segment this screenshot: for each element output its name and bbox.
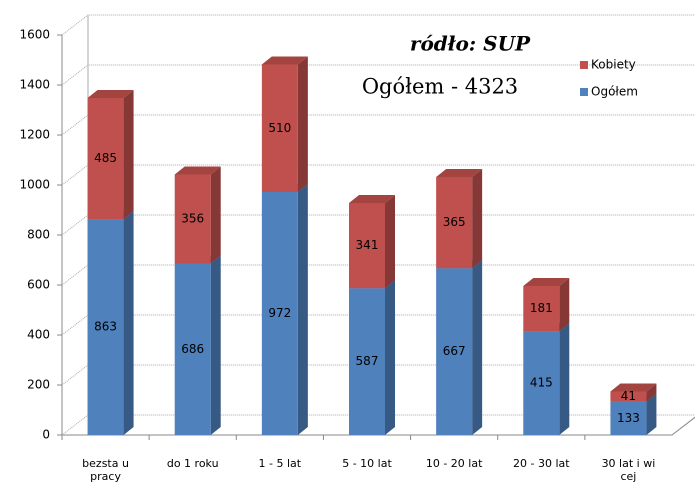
bar — [87, 98, 124, 220]
y-tick-label: 0 — [42, 428, 50, 442]
legend-swatch — [580, 61, 588, 69]
bar-side — [472, 260, 483, 435]
grid-line — [61, 64, 695, 86]
x-tick-label: 5 - 10 lat — [342, 457, 392, 470]
bar — [436, 268, 473, 435]
bar-side — [646, 383, 657, 402]
y-tick-label: 200 — [27, 378, 50, 392]
source-note: ródło: SUP — [410, 32, 531, 56]
value-label: 365 — [443, 215, 466, 229]
value-label: 341 — [356, 238, 379, 252]
y-tick-label: 1400 — [19, 78, 50, 92]
value-label: 972 — [268, 306, 291, 320]
bar — [261, 192, 298, 435]
value-label: 41 — [621, 389, 636, 403]
y-tick-label: 1000 — [19, 178, 50, 192]
bar-side — [559, 278, 570, 332]
legend-label: Kobiety — [591, 58, 636, 72]
grid-line — [61, 164, 695, 186]
bar-side — [210, 166, 221, 264]
value-label: 485 — [94, 151, 117, 165]
bar-top — [174, 166, 221, 175]
value-label: 133 — [617, 411, 640, 425]
bar — [610, 401, 647, 435]
bar — [523, 286, 560, 332]
bar-top — [523, 278, 570, 286]
bar-top — [349, 195, 395, 203]
bar-side — [385, 195, 395, 289]
bar — [523, 331, 560, 435]
bar-top — [87, 90, 134, 98]
bar-top — [610, 383, 657, 392]
grid-line — [61, 114, 695, 136]
x-tick-label: 10 - 20 lat — [425, 457, 483, 470]
bar-side — [123, 90, 134, 220]
x-tick-label: 1 - 5 lat — [258, 457, 302, 470]
x-tick-label: do 1 roku — [166, 457, 219, 470]
value-label: 667 — [443, 344, 466, 358]
bar — [87, 219, 124, 435]
bar — [349, 203, 385, 289]
legend-swatch — [580, 88, 588, 96]
value-label: 181 — [530, 301, 553, 315]
bar — [349, 288, 385, 435]
y-tick-label: 1600 — [19, 28, 50, 42]
bar — [610, 391, 647, 402]
x-tick-label: 30 lat i wi cej — [601, 457, 656, 483]
bar-side — [297, 184, 308, 435]
bar-top — [436, 169, 483, 177]
value-label: 863 — [94, 320, 117, 334]
value-label: 415 — [530, 376, 553, 390]
bar — [436, 177, 473, 269]
x-tick-label: 20 - 30 lat — [512, 457, 570, 470]
y-tick-label: 800 — [27, 228, 50, 242]
bar-top — [261, 56, 308, 65]
bar-side — [559, 323, 570, 435]
bar-side — [385, 280, 395, 435]
value-label: 510 — [268, 121, 291, 135]
y-tick-label: 1200 — [19, 128, 50, 142]
bar-side — [123, 211, 134, 435]
value-label: 356 — [181, 212, 204, 226]
bar-side — [210, 255, 221, 435]
value-label: 587 — [356, 354, 379, 368]
bar — [174, 263, 211, 435]
bar-side — [297, 56, 308, 192]
total-note: Ogółem - 4323 — [362, 75, 518, 99]
x-tick-label: bezsta u pracy — [82, 457, 129, 483]
value-label: 686 — [181, 342, 204, 356]
grid-line — [61, 14, 695, 36]
bar — [261, 64, 298, 192]
bar — [174, 174, 211, 264]
y-tick-label: 600 — [27, 278, 50, 292]
bar-side — [472, 169, 483, 269]
bar-side — [646, 393, 657, 435]
legend-label: Ogółem — [591, 85, 638, 99]
y-tick-label: 400 — [27, 328, 50, 342]
